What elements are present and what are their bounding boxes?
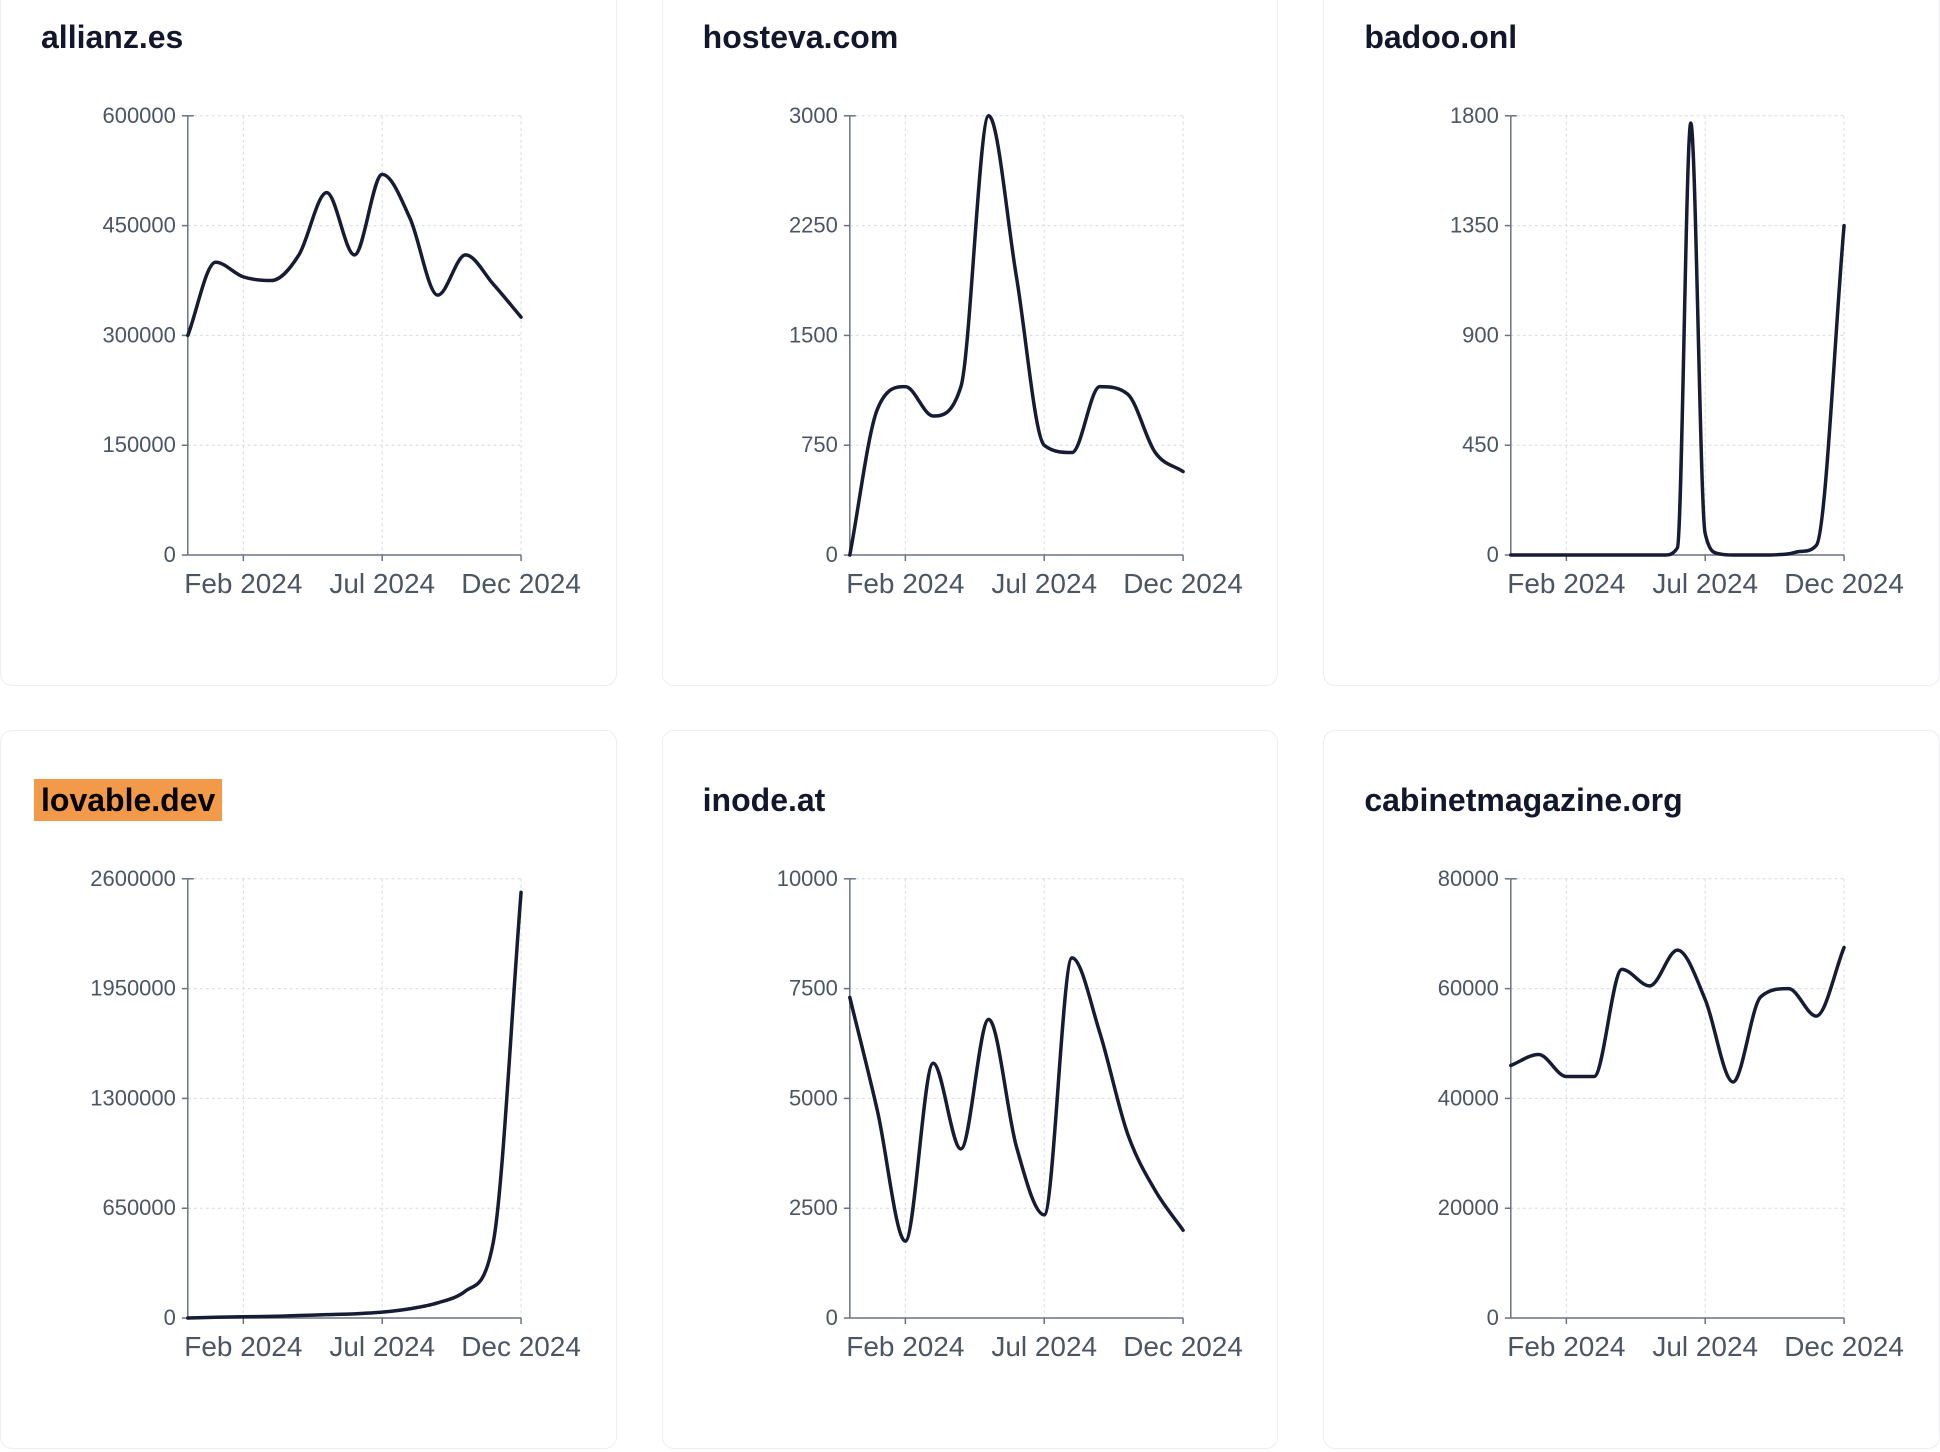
- svg-text:0: 0: [164, 542, 176, 567]
- svg-text:2500: 2500: [789, 1195, 838, 1220]
- svg-text:5000: 5000: [789, 1085, 838, 1110]
- svg-text:Jul 2024: Jul 2024: [329, 1331, 435, 1362]
- svg-text:60000: 60000: [1438, 976, 1499, 1001]
- svg-text:Dec 2024: Dec 2024: [461, 568, 581, 599]
- svg-text:450000: 450000: [103, 213, 176, 238]
- svg-text:0: 0: [1487, 542, 1499, 567]
- svg-text:300000: 300000: [103, 322, 176, 347]
- svg-text:Jul 2024: Jul 2024: [329, 568, 435, 599]
- svg-text:Feb 2024: Feb 2024: [184, 568, 302, 599]
- svg-text:2600000: 2600000: [90, 866, 176, 891]
- svg-text:Feb 2024: Feb 2024: [1508, 1331, 1626, 1362]
- svg-text:0: 0: [164, 1305, 176, 1330]
- svg-text:1950000: 1950000: [90, 976, 176, 1001]
- svg-text:2250: 2250: [789, 213, 838, 238]
- svg-text:150000: 150000: [103, 432, 176, 457]
- svg-text:20000: 20000: [1438, 1195, 1499, 1220]
- svg-text:0: 0: [825, 542, 837, 567]
- svg-text:Jul 2024: Jul 2024: [991, 568, 1097, 599]
- svg-text:Jul 2024: Jul 2024: [1653, 568, 1759, 599]
- svg-text:Dec 2024: Dec 2024: [1123, 1331, 1243, 1362]
- svg-text:0: 0: [825, 1305, 837, 1330]
- svg-text:Feb 2024: Feb 2024: [846, 568, 964, 599]
- svg-text:Dec 2024: Dec 2024: [461, 1331, 581, 1362]
- svg-text:0: 0: [1487, 1305, 1499, 1330]
- svg-text:Dec 2024: Dec 2024: [1785, 568, 1905, 599]
- svg-text:1500: 1500: [789, 322, 838, 347]
- svg-text:Dec 2024: Dec 2024: [1785, 1331, 1905, 1362]
- svg-text:450: 450: [1463, 432, 1500, 457]
- svg-text:900: 900: [1463, 322, 1500, 347]
- svg-text:600000: 600000: [103, 103, 176, 128]
- svg-text:80000: 80000: [1438, 866, 1499, 891]
- svg-text:40000: 40000: [1438, 1085, 1499, 1110]
- svg-text:Feb 2024: Feb 2024: [846, 1331, 964, 1362]
- svg-text:7500: 7500: [789, 976, 838, 1001]
- svg-text:Jul 2024: Jul 2024: [991, 1331, 1097, 1362]
- svg-text:750: 750: [801, 432, 838, 457]
- svg-text:1350: 1350: [1450, 213, 1499, 238]
- svg-text:650000: 650000: [103, 1195, 176, 1220]
- svg-text:1800: 1800: [1450, 103, 1499, 128]
- svg-text:3000: 3000: [789, 103, 838, 128]
- svg-text:Jul 2024: Jul 2024: [1653, 1331, 1759, 1362]
- svg-text:1300000: 1300000: [90, 1085, 176, 1110]
- svg-text:Feb 2024: Feb 2024: [1508, 568, 1626, 599]
- svg-text:10000: 10000: [776, 866, 837, 891]
- svg-text:Dec 2024: Dec 2024: [1123, 568, 1243, 599]
- svg-text:Feb 2024: Feb 2024: [184, 1331, 302, 1362]
